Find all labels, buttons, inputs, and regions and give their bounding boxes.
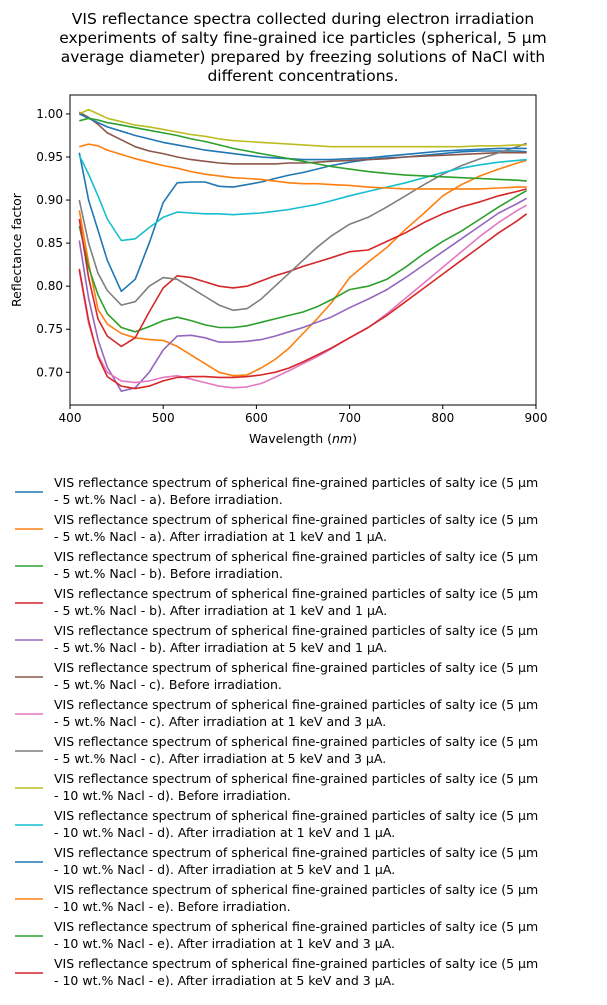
chart-title-line: different concentrations.	[207, 67, 398, 85]
y-tick-label: 0.90	[36, 193, 63, 207]
series-line-11	[79, 143, 527, 190]
legend-label-11: VIS reflectance spectrum of spherical fi…	[54, 882, 538, 897]
legend-label-6: - 5 wt.% Nacl - c). After irradiation at…	[54, 714, 386, 729]
x-tick-label: 500	[152, 411, 175, 425]
x-tick-label: 900	[525, 411, 548, 425]
legend-label-1: - 5 wt.% Nacl - a). After irradiation at…	[54, 529, 387, 544]
series-line-10	[78, 113, 527, 161]
legend-label-8: - 10 wt.% Nacl - d). Before irradiation.	[54, 788, 291, 803]
chart-title: VIS reflectance spectra collected during…	[59, 10, 547, 85]
y-axis-ticks: 0.70 0.75 0.80 0.85 0.90 0.95 1.00	[36, 107, 70, 379]
plot-lines	[78, 108, 528, 392]
series-line-2	[78, 189, 528, 333]
legend-label-8: VIS reflectance spectrum of spherical fi…	[54, 771, 538, 786]
legend-label-11: - 10 wt.% Nacl - e). Before irradiation.	[54, 899, 291, 914]
legend-label-3: VIS reflectance spectrum of spherical fi…	[54, 586, 538, 601]
series-line-5	[78, 111, 527, 165]
y-tick-label: 0.95	[36, 150, 63, 164]
chart-title-line: average diameter) prepared by freezing s…	[61, 48, 546, 66]
legend-label-0: VIS reflectance spectrum of spherical fi…	[54, 475, 538, 490]
legend-label-13: - 10 wt.% Nacl - e). After irradiation a…	[54, 973, 395, 988]
x-tick-label: 400	[59, 411, 82, 425]
legend-label-2: VIS reflectance spectrum of spherical fi…	[54, 549, 538, 564]
series-line-7	[78, 142, 527, 312]
legend-label-7: - 5 wt.% Nacl - c). After irradiation at…	[54, 751, 386, 766]
y-tick-label: 0.70	[36, 365, 63, 379]
series-line-12	[79, 117, 527, 182]
legend-label-6: VIS reflectance spectrum of spherical fi…	[54, 697, 538, 712]
legend-label-10: VIS reflectance spectrum of spherical fi…	[54, 845, 538, 860]
y-tick-label: 0.80	[36, 279, 63, 293]
series-line-0	[78, 150, 527, 293]
x-axis-label: Wavelength (nm)	[249, 431, 357, 446]
legend-label-9: - 10 wt.% Nacl - d). After irradiation a…	[54, 825, 395, 840]
legend-label-1: VIS reflectance spectrum of spherical fi…	[54, 512, 538, 527]
y-tick-label: 0.85	[36, 236, 63, 250]
legend-label-5: VIS reflectance spectrum of spherical fi…	[54, 660, 538, 675]
x-tick-label: 700	[338, 411, 361, 425]
legend-label-12: VIS reflectance spectrum of spherical fi…	[54, 919, 538, 934]
legend-label-2: - 5 wt.% Nacl - b). Before irradiation.	[54, 566, 283, 581]
legend-label-9: VIS reflectance spectrum of spherical fi…	[54, 808, 538, 823]
chart-title-line: experiments of salty fine-grained ice pa…	[59, 29, 547, 47]
x-axis-label-suffix: )	[352, 431, 357, 446]
legend-label-3: - 5 wt.% Nacl - b). After irradiation at…	[54, 603, 387, 618]
x-axis-ticks: 400 500 600 700 800 900	[59, 405, 548, 425]
y-axis-label: Reflectance factor	[9, 192, 24, 307]
legend-label-7: VIS reflectance spectrum of spherical fi…	[54, 734, 538, 749]
x-tick-label: 800	[431, 411, 454, 425]
x-axis-label-unit: nm	[332, 431, 352, 446]
legend-label-12: - 10 wt.% Nacl - e). After irradiation a…	[54, 936, 395, 951]
legend-label-4: - 5 wt.% Nacl - b). After irradiation at…	[54, 640, 387, 655]
series-line-13	[78, 213, 528, 390]
x-tick-label: 600	[245, 411, 268, 425]
legend: VIS reflectance spectrum of spherical fi…	[15, 475, 538, 988]
series-line-8	[78, 108, 527, 148]
y-tick-label: 1.00	[36, 107, 63, 121]
series-line-3	[78, 188, 527, 348]
legend-label-4: VIS reflectance spectrum of spherical fi…	[54, 623, 538, 638]
y-tick-label: 0.75	[36, 322, 63, 336]
series-line-9	[78, 154, 527, 242]
legend-label-13: VIS reflectance spectrum of spherical fi…	[54, 956, 538, 971]
legend-label-10: - 10 wt.% Nacl - d). After irradiation a…	[54, 862, 395, 877]
chart-title-line: VIS reflectance spectra collected during…	[72, 10, 534, 28]
legend-label-0: - 5 wt.% Nacl - a). Before irradiation.	[54, 492, 283, 507]
legend-label-5: - 5 wt.% Nacl - c). Before irradiation.	[54, 677, 282, 692]
series-line-1	[78, 159, 527, 377]
plot-frame	[69, 94, 537, 406]
series-line-6	[78, 204, 528, 389]
x-axis-label-prefix: Wavelength (	[249, 431, 332, 446]
